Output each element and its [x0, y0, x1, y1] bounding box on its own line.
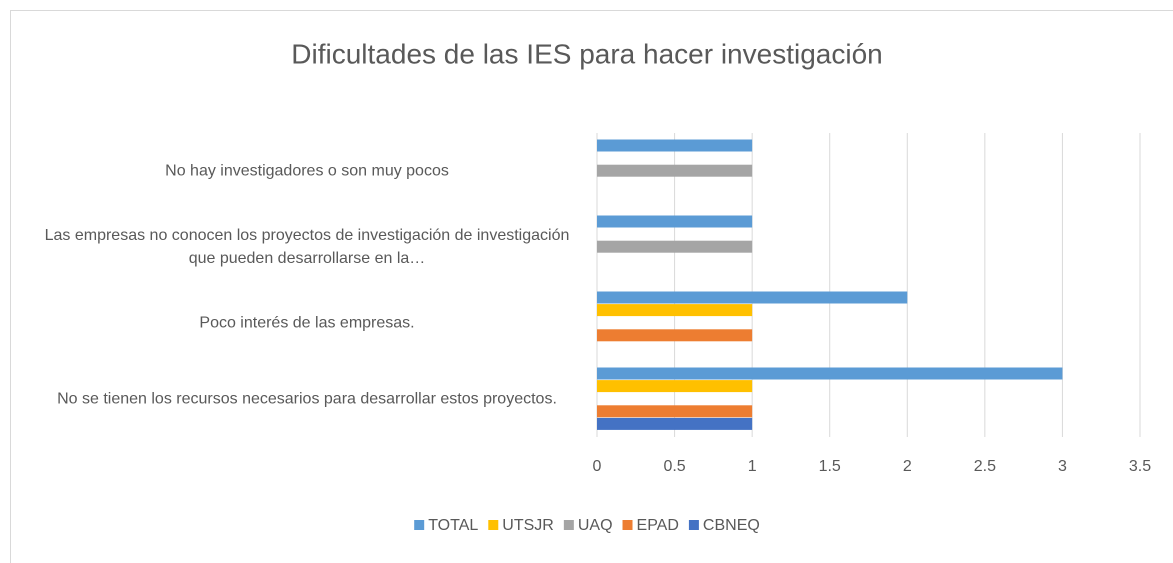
x-tick-label: 0: [593, 458, 602, 475]
x-tick-label: 2.5: [974, 458, 996, 475]
legend-label: CBNEQ: [703, 517, 760, 534]
legend-swatch: [563, 520, 574, 530]
bar: [597, 139, 753, 152]
bar: [597, 164, 753, 177]
x-tick-label: 1.5: [819, 458, 841, 475]
bar: [597, 367, 1063, 380]
x-tick-label: 3.5: [1129, 458, 1151, 475]
bar: [597, 215, 753, 228]
y-tick-label: Las empresas no conocen los proyectos de…: [44, 227, 570, 267]
y-tick-label: No hay investigadores o son muy pocos: [165, 162, 449, 180]
legend-label: UAQ: [578, 517, 613, 534]
x-tick-label: 1: [748, 458, 757, 475]
x-tick-label: 3: [1058, 458, 1067, 475]
x-tick-label: 0.5: [663, 458, 685, 475]
bar: [597, 417, 753, 430]
bar: [597, 291, 908, 304]
legend-swatch: [488, 520, 499, 530]
legend-swatch: [688, 520, 699, 530]
chart-border: [10, 10, 1173, 563]
y-tick-label: No se tienen los recursos necesarios par…: [57, 390, 557, 408]
legend-swatch: [414, 520, 425, 530]
bar: [597, 380, 753, 393]
legend-label: TOTAL: [428, 517, 478, 534]
chart-title: Dificultades de las IES para hacer inves…: [291, 38, 882, 69]
bar: [597, 240, 753, 253]
y-tick-label: Poco interés de las empresas.: [199, 314, 415, 332]
bar: [597, 304, 753, 317]
legend-swatch: [622, 520, 633, 530]
legend-label: EPAD: [637, 517, 679, 534]
x-tick-label: 2: [903, 458, 912, 475]
legend-label: UTSJR: [502, 517, 554, 534]
bar: [597, 329, 753, 342]
bar: [597, 405, 753, 418]
